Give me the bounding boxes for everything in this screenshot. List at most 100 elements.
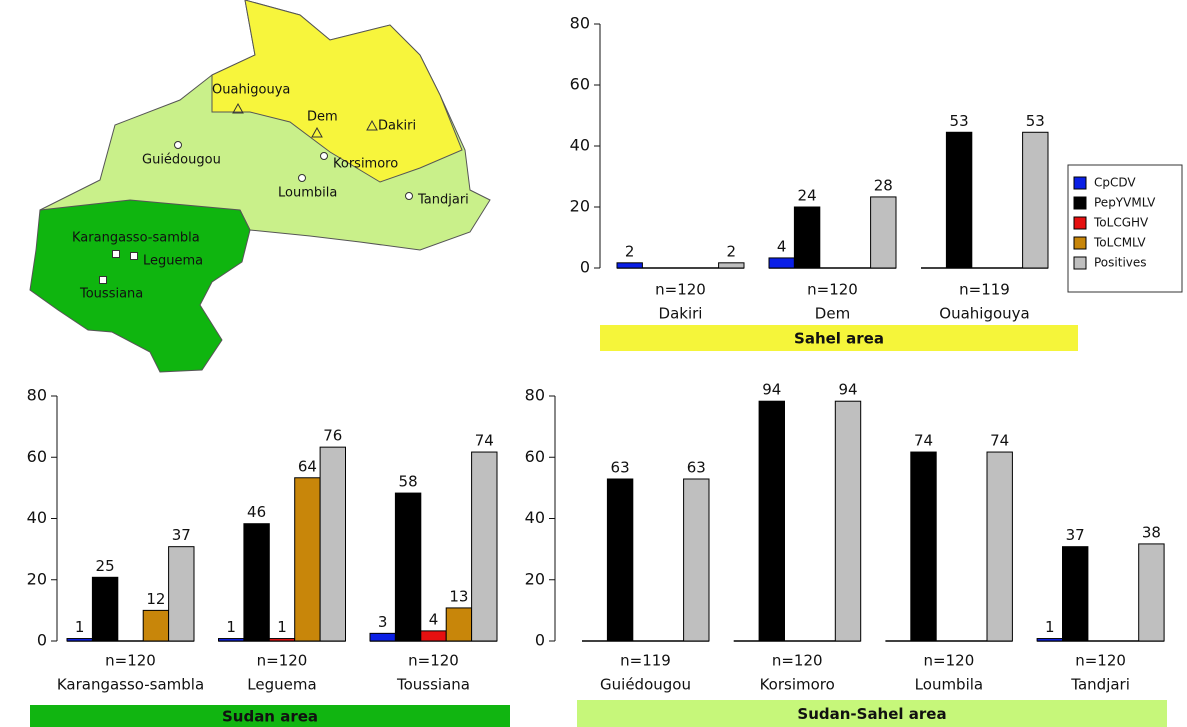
category-label: Dakiri [659,305,703,323]
y-tick-label: 60 [525,447,545,466]
count-label: 76 [323,427,342,445]
category-label: Toussiana [396,676,470,694]
y-tick-label: 60 [27,447,47,466]
area-label: Sahel area [794,330,884,348]
bar [1062,546,1089,642]
area-label: Sudan-Sahel area [797,705,946,723]
sample-size: n=120 [105,652,156,670]
bar [369,632,396,642]
count-label: 37 [172,526,191,544]
area-band [577,700,1167,727]
y-tick-label: 0 [535,631,545,650]
count-label: 58 [399,473,418,491]
y-tick-label: 40 [27,508,47,527]
y-tick-label: 60 [570,75,590,94]
count-label: 53 [1026,112,1045,130]
count-label: 37 [1066,526,1085,544]
category-label: Dem [815,305,850,323]
bar [834,400,862,642]
count-label: 63 [611,458,630,476]
bar [910,451,937,642]
category-label: Korsimoro [760,676,835,694]
count-label: 13 [449,587,468,605]
place-marker [366,119,378,131]
sample-size: n=119 [959,281,1010,299]
count-label: 74 [914,432,933,450]
sudan-region [29,199,251,373]
bar [268,638,296,642]
place-label: Korsimoro [333,157,398,172]
legend-swatch [1073,196,1087,210]
place-marker [130,252,138,260]
bar [945,131,973,269]
place-marker [405,192,413,200]
legend-box [1067,164,1183,293]
sample-size: n=120 [257,652,308,670]
place-label: Tandjari [417,193,469,208]
place-label: Guiédougou [142,153,221,168]
area-band [600,325,1078,351]
bar [294,477,321,642]
count-label: 53 [950,112,969,130]
bar [319,446,347,642]
bar [606,478,634,642]
count-label: 2 [727,242,737,260]
place-marker [311,126,323,138]
bar [91,576,119,642]
bar [986,451,1013,642]
count-label: 2 [625,242,635,260]
place-marker [320,152,328,160]
category-label: Karangasso-sambla [57,676,204,694]
place-marker [174,141,182,149]
sample-size: n=119 [620,652,671,670]
bar [683,478,710,642]
map [29,0,491,373]
sample-size: n=120 [924,652,975,670]
legend-label: ToLCGHV [1093,216,1149,230]
count-label: 25 [96,557,115,575]
place-marker [298,174,306,182]
bar [243,523,270,642]
place-marker [99,276,107,284]
sample-size: n=120 [408,652,459,670]
y-tick-label: 80 [27,386,47,405]
count-label: 3 [378,613,388,631]
bar [1138,543,1165,642]
bar [445,607,473,642]
bar [168,546,195,642]
bar [718,262,745,269]
place-label: Loumbila [278,186,337,201]
y-tick-label: 0 [580,258,590,277]
area-label: Sudan area [222,708,318,726]
count-label: 94 [762,381,781,399]
place-marker [232,102,244,114]
place-label: Dem [307,110,338,125]
y-tick-label: 80 [570,14,590,33]
legend-swatch [1073,176,1087,190]
count-label: 4 [777,237,787,255]
bar [394,492,422,642]
count-label: 28 [874,176,893,194]
place-label: Dakiri [378,119,416,134]
category-label: Loumbila [915,676,983,694]
legend-label: CpCDV [1094,176,1136,190]
bar [218,638,245,642]
count-label: 74 [990,432,1009,450]
sample-size: n=120 [655,281,706,299]
bar [616,262,643,269]
sample-size: n=120 [772,652,823,670]
count-label: 94 [838,381,857,399]
y-tick-label: 20 [525,569,545,588]
count-label: 64 [298,457,317,475]
count-label: 46 [247,503,266,521]
count-label: 12 [146,590,165,608]
category-label: Leguema [247,676,316,694]
count-label: 1 [75,618,85,636]
count-label: 1 [226,618,236,636]
y-tick-label: 0 [37,631,47,650]
place-label: Toussiana [79,287,143,302]
count-label: 63 [687,458,706,476]
legend-swatch [1073,216,1087,230]
bar [1036,638,1063,642]
place-marker [112,250,120,258]
